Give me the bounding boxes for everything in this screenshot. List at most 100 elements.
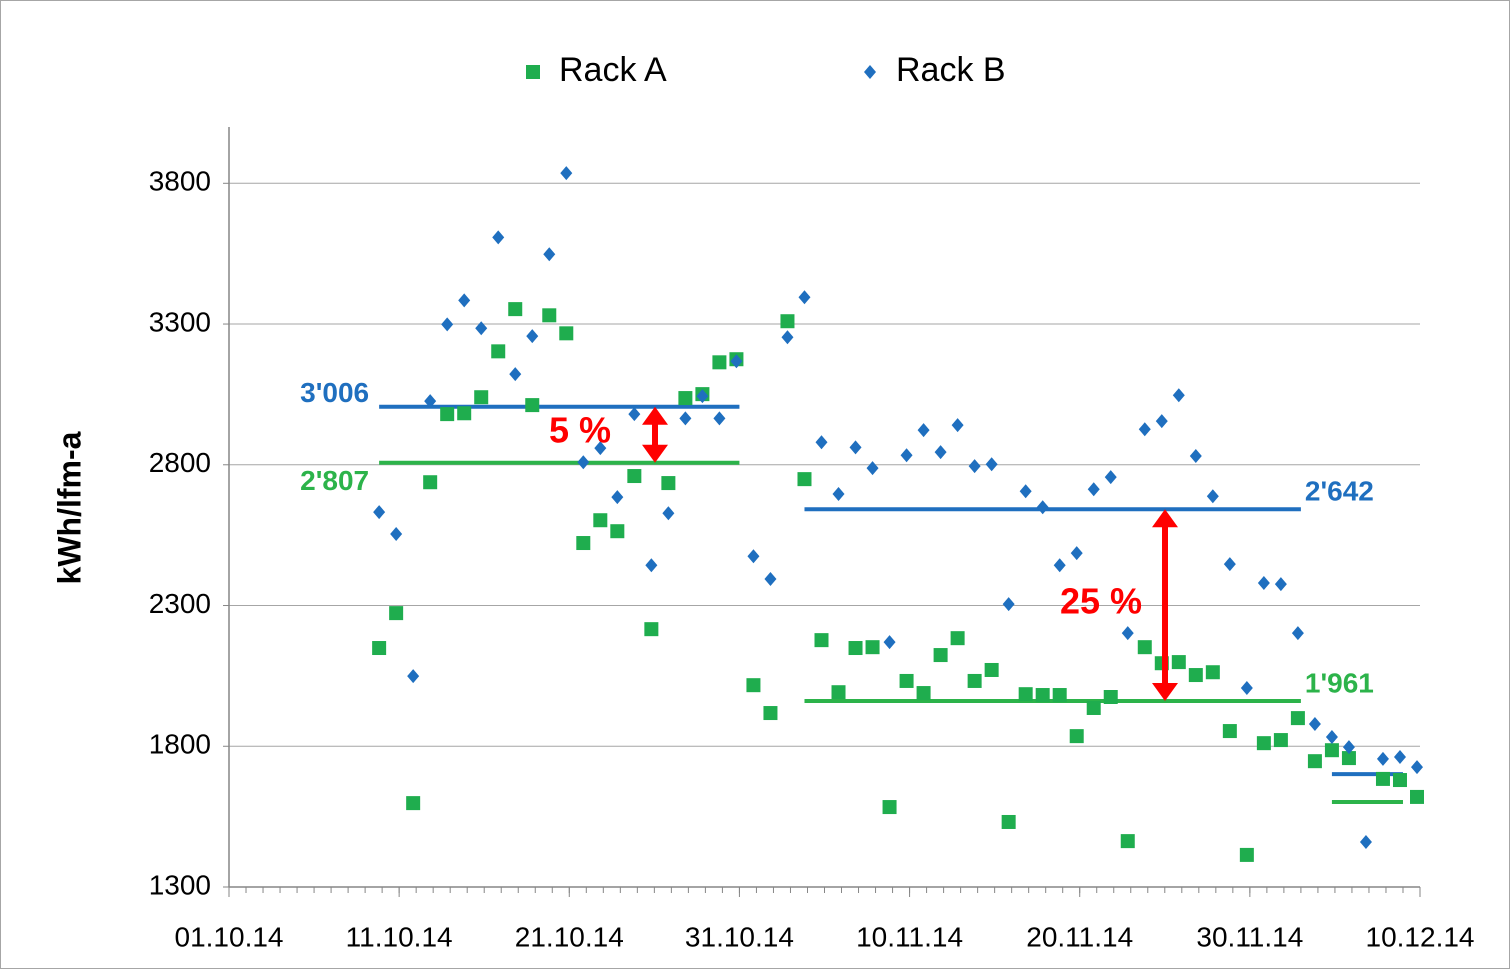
arrow-head: [642, 406, 668, 425]
point: [1393, 749, 1406, 764]
x-tick-label: 30.11.14: [1196, 921, 1303, 952]
point: [1240, 680, 1253, 695]
point: [559, 326, 574, 341]
x-tick-label: 01.10.14: [175, 921, 284, 952]
point: [815, 435, 828, 450]
point: [1002, 597, 1015, 612]
point: [593, 513, 608, 528]
point: [1121, 626, 1134, 641]
arrow-head: [1152, 509, 1178, 528]
point: [1375, 771, 1390, 786]
point: [372, 641, 387, 656]
point: [882, 800, 897, 815]
legend-marker: [864, 65, 876, 79]
y-tick-label: 1800: [149, 729, 211, 760]
point: [900, 448, 913, 463]
point: [560, 166, 573, 181]
point: [628, 407, 641, 422]
point: [543, 247, 556, 262]
annotation: 5 %: [549, 410, 611, 451]
point: [1274, 577, 1287, 592]
point: [883, 635, 896, 650]
point: [1171, 655, 1186, 670]
arrow-head: [642, 444, 668, 463]
point: [645, 558, 658, 573]
point: [492, 230, 505, 245]
point: [1324, 743, 1339, 758]
point: [1070, 546, 1083, 561]
point: [814, 633, 829, 648]
point: [679, 411, 692, 426]
point: [1036, 500, 1049, 515]
point: [1308, 717, 1321, 732]
point: [1001, 814, 1016, 829]
point: [1120, 834, 1135, 849]
point: [1188, 668, 1203, 683]
point: [1069, 729, 1084, 744]
x-tick-label: 10.11.14: [856, 921, 963, 952]
point: [441, 317, 454, 332]
x-tick-label: 21.10.14: [515, 921, 624, 952]
point: [407, 669, 420, 684]
point: [713, 411, 726, 426]
point: [440, 407, 455, 422]
point: [917, 423, 930, 438]
point: [662, 506, 675, 521]
point: [1052, 688, 1067, 703]
point: [1206, 489, 1219, 504]
point: [951, 418, 964, 433]
point: [1273, 733, 1288, 748]
point: [899, 673, 914, 688]
y-axis-label: kWh/lfm-a: [51, 431, 87, 584]
point: [984, 662, 999, 677]
point: [968, 459, 981, 474]
point: [576, 536, 591, 551]
point: [1172, 388, 1185, 403]
point: [424, 394, 437, 409]
x-tick-label: 11.10.14: [346, 921, 453, 952]
point: [832, 487, 845, 502]
point: [1138, 422, 1151, 437]
y-tick-label: 3300: [149, 306, 211, 337]
point: [798, 290, 811, 305]
point: [1222, 724, 1237, 739]
point: [1376, 751, 1389, 766]
point: [797, 472, 812, 487]
y-tick-label: 2300: [149, 588, 211, 619]
point: [1087, 482, 1100, 497]
point: [610, 524, 625, 539]
point: [475, 321, 488, 336]
point: [1035, 688, 1050, 703]
point: [1239, 847, 1254, 862]
mean-label: 2'642: [1305, 476, 1374, 507]
point: [373, 505, 386, 520]
point: [746, 678, 761, 693]
point: [1325, 729, 1338, 744]
point: [508, 302, 523, 317]
point: [509, 367, 522, 382]
point: [678, 391, 693, 406]
mean-label: 3'006: [300, 377, 369, 408]
point: [458, 293, 471, 308]
point: [1019, 484, 1032, 499]
point: [389, 606, 404, 621]
point: [1307, 754, 1322, 769]
point: [661, 476, 676, 491]
point: [696, 389, 709, 404]
point: [1104, 470, 1117, 485]
point: [1086, 700, 1101, 715]
point: [1342, 740, 1355, 755]
point: [950, 631, 965, 646]
legend-marker: [526, 65, 540, 79]
y-tick-label: 1300: [149, 869, 211, 900]
point: [1205, 665, 1220, 680]
point: [1155, 414, 1168, 429]
point: [730, 354, 743, 369]
y-tick-label: 3800: [149, 166, 211, 197]
point: [763, 706, 778, 721]
point: [526, 329, 539, 344]
point: [934, 445, 947, 460]
point: [611, 490, 624, 505]
point: [849, 440, 862, 455]
